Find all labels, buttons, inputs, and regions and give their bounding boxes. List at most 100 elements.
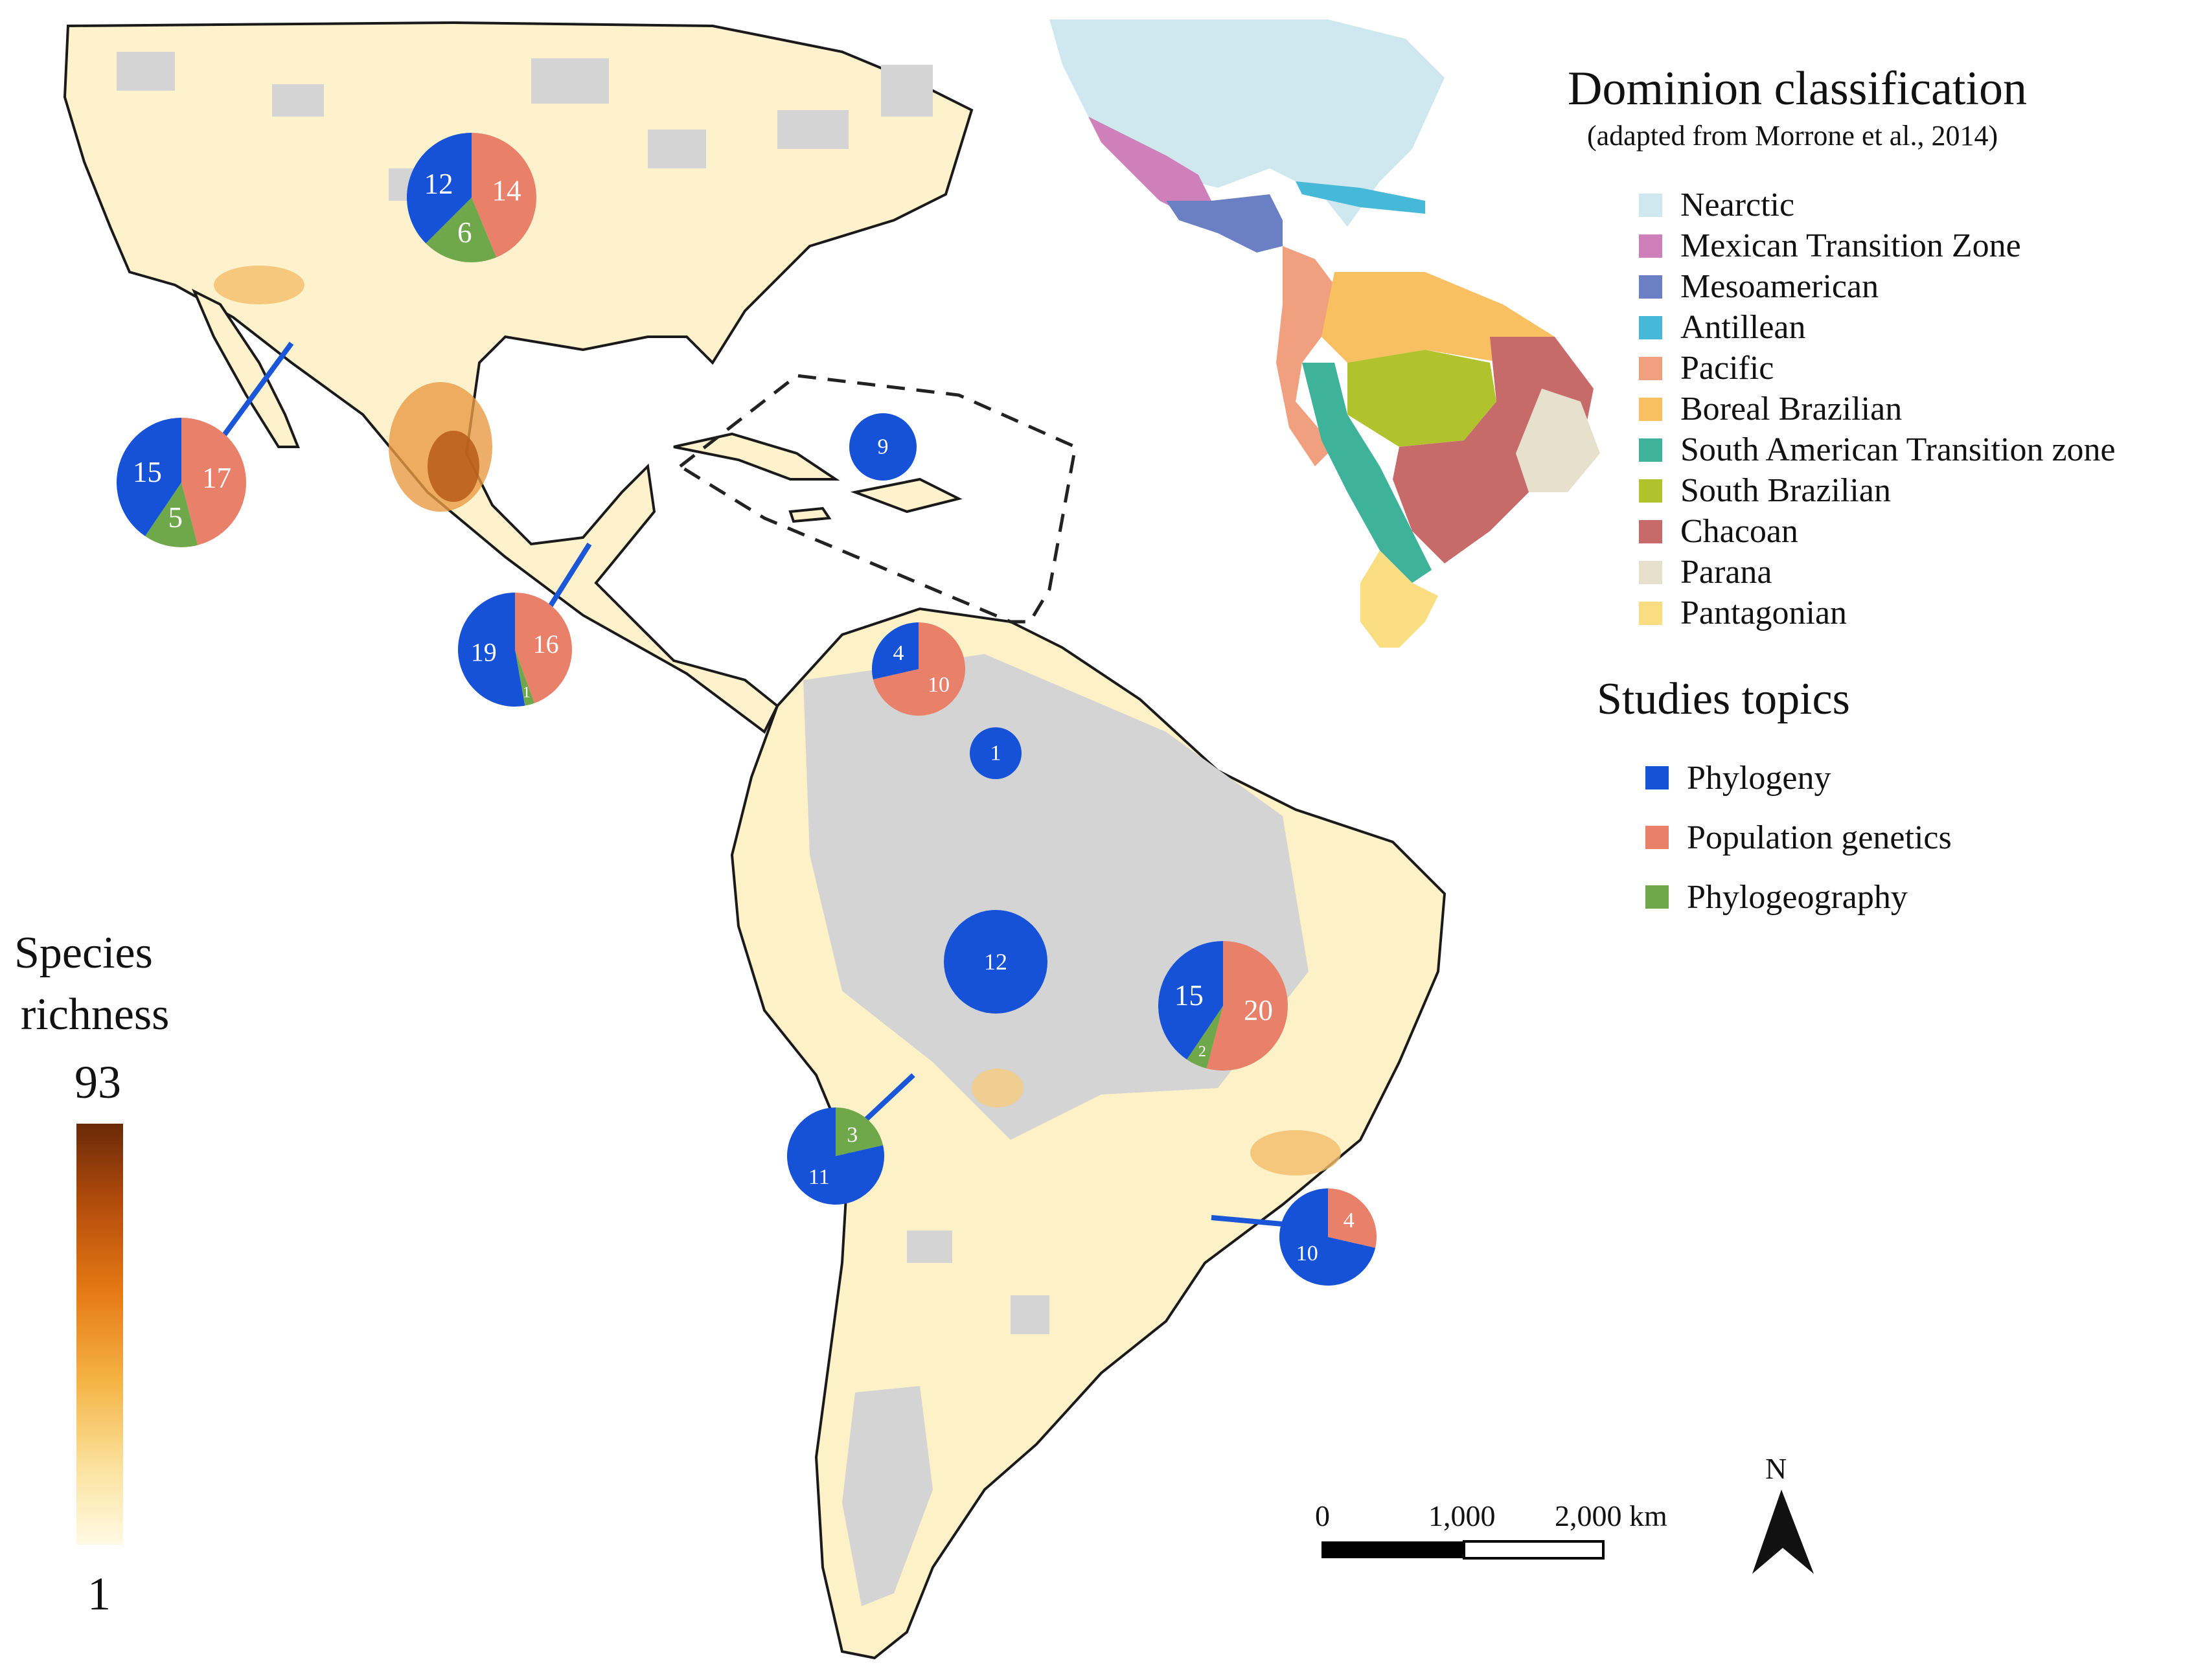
dominion-legend-swatch: [1639, 560, 1662, 584]
pie-slice-population-genetics: [181, 418, 247, 545]
no-data-cell: [881, 65, 933, 117]
pie-slice-population-genetics: [515, 593, 572, 703]
pie-label-phylogeny: 4: [893, 641, 904, 665]
cuba: [673, 432, 840, 481]
no-data-cell: [648, 130, 706, 168]
dominion-legend-label: Nearctic: [1680, 187, 1795, 223]
jamaica: [788, 506, 832, 523]
topics-legend-item: Phylogeography: [1645, 867, 1952, 927]
dominion-legend-item: Nearctic: [1639, 185, 2116, 225]
region-mexican-transition-zone: [1088, 117, 1211, 214]
pie-slice-phylogeny: [457, 593, 525, 707]
no-data-cell: [272, 84, 324, 117]
topics-legend-swatch: [1645, 826, 1669, 849]
north-label: N: [1765, 1452, 1787, 1485]
dominion-legend-subtitle: (adapted from Morrone et al., 2014): [1587, 120, 1998, 152]
region-nearctic: [1049, 19, 1445, 227]
pie-slice-phylogeny: [970, 727, 1022, 779]
baja-california: [192, 288, 300, 448]
pie-boreal-brazilian: 1: [970, 727, 1022, 779]
topics-legend-label: Population genetics: [1687, 819, 1952, 856]
dominion-legend-swatch: [1639, 356, 1662, 380]
pie-label-phylogeography: 2: [1198, 1043, 1206, 1060]
hotspot-southwest: [214, 266, 304, 304]
pie-slice-phylogeny: [117, 418, 181, 536]
pie-label-phylogeography: 6: [457, 216, 472, 249]
richness-hotspots: [214, 266, 1341, 1175]
pie-slice-phylogeny: [1158, 940, 1223, 1060]
pie-label-population-genetics: 4: [1344, 1209, 1355, 1232]
scale-label-0: 0: [1315, 1499, 1330, 1532]
pie-slice-phylogeny: [787, 1107, 884, 1205]
species-richness-title-line1: Species: [14, 928, 153, 978]
dominion-legend-swatch: [1639, 438, 1662, 462]
dominion-legend-item: Chacoan: [1639, 511, 2116, 552]
pie-slice-phylogeny: [849, 413, 917, 481]
dominion-inset-map: [1049, 19, 1600, 648]
pie-label-phylogeny: 1: [990, 742, 1001, 766]
dominion-legend-title: Dominion classification: [1568, 62, 2028, 115]
dominion-legend-swatch: [1639, 397, 1662, 421]
dominion-legend-label: South Brazilian: [1680, 472, 1891, 509]
pie-slice-phylogeography: [515, 650, 535, 706]
pie-slice-phylogeny: [872, 622, 919, 680]
pie-antillean: 9: [849, 413, 917, 481]
pie-label-population-genetics: 10: [928, 673, 950, 697]
dominion-legend: Nearctic Mexican Transition Zone Mesoameri…: [1639, 185, 2116, 633]
pie-south-brazilian: 12: [944, 910, 1047, 1014]
species-richness-title-line2: richness: [21, 989, 170, 1039]
leader-line: [548, 542, 592, 607]
pie-slice-population-genetics: [1206, 941, 1288, 1071]
scale-label-2000: 2,000 km: [1555, 1499, 1667, 1532]
dominion-legend-swatch: [1639, 193, 1662, 217]
region-parana: [1516, 389, 1600, 492]
pie-label-phylogeny: 19: [471, 638, 497, 667]
species-richness-title: Species richness: [14, 923, 169, 1045]
leader-line: [1211, 1215, 1283, 1227]
dominion-legend-label: South American Transition zone: [1680, 431, 2116, 468]
dominion-legend-swatch: [1639, 601, 1662, 625]
dominion-legend-label: Boreal Brazilian: [1680, 391, 1903, 427]
pie-mesoamerican: 16 1 19: [457, 593, 572, 707]
region-pantagonian: [1360, 551, 1438, 648]
pie-slice-population-genetics: [472, 133, 536, 258]
pie-slice-phylogeny: [407, 133, 472, 244]
pie-label-phylogeography: 3: [847, 1123, 858, 1147]
dominion-legend-swatch: [1639, 479, 1662, 503]
pie-parana: 4 10: [1279, 1188, 1377, 1286]
pie-slice-phylogeography: [1187, 1006, 1223, 1069]
no-data-cell: [117, 52, 175, 91]
topics-legend-label: Phylogeny: [1687, 759, 1831, 797]
dominion-legend-swatch: [1639, 315, 1662, 339]
scale-bar-black-segment: [1321, 1541, 1464, 1558]
dominion-legend-swatch: [1639, 234, 1662, 258]
dominion-legend-item: Mexican Transition Zone: [1639, 225, 2116, 266]
pie-label-phylogeny: 12: [424, 168, 453, 200]
north-america-land: [63, 21, 974, 734]
pie-mexican-transition-zone: 17 515: [117, 418, 247, 548]
dominion-legend-label: Antillean: [1680, 309, 1806, 346]
region-south-brazilian: [1347, 350, 1496, 447]
dominion-legend-item: South American Transition zone: [1639, 429, 2116, 470]
pie-slice-population-genetics: [1328, 1188, 1377, 1248]
leader-line: [860, 1073, 915, 1126]
pie-slice-phylogeography: [145, 482, 198, 548]
pie-label-population-genetics: 16: [533, 630, 559, 659]
dominion-legend-label: Mexican Transition Zone: [1680, 227, 2021, 264]
pie-south-american-transition-zone: 3 11: [787, 1107, 884, 1205]
species-richness-colorbar: [76, 1124, 123, 1545]
antilles-dashed-outline: [677, 374, 1077, 624]
pie-label-phylogeography: 1: [523, 684, 531, 701]
pie-label-phylogeny: 15: [1174, 979, 1204, 1012]
pie-label-population-genetics: 14: [492, 174, 521, 207]
dominion-legend-label: Mesoamerican: [1680, 268, 1879, 305]
dominion-legend-item: Parana: [1639, 552, 2116, 593]
pie-leader-lines: [218, 341, 1283, 1227]
dominion-legend-item: Pantagonian: [1639, 593, 2116, 633]
dominion-legend-item: Mesoamerican: [1639, 266, 2116, 307]
hotspot-andes: [972, 1069, 1024, 1107]
topics-legend: Phylogeny Population genetics Phylogeograp…: [1645, 748, 1952, 927]
pie-label-population-genetics: 17: [202, 462, 231, 494]
pie-slice-population-genetics: [873, 622, 966, 716]
